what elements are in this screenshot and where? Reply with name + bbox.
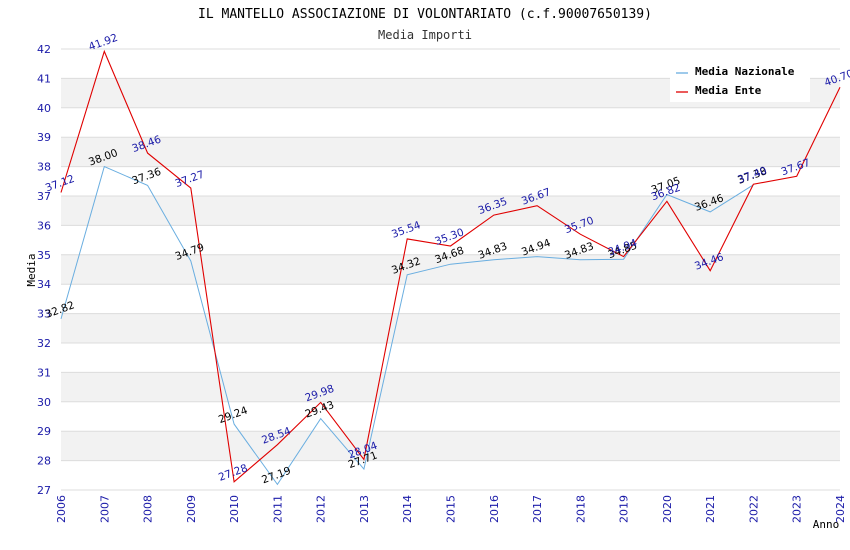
- data-label: 29.24: [217, 404, 250, 426]
- y-axis-ticks: 27 28 29 30 31 32 33 34 35 36 37 38 39 40 41 42: [37, 43, 51, 497]
- grid-band: [61, 431, 840, 461]
- chart-title: IL MANTELLO ASSOCIAZIONE DI VOLONTARIATO…: [198, 7, 652, 22]
- series-lines: [60, 49, 841, 486]
- x-tick-label: 2018: [574, 495, 587, 523]
- x-tick-label: 2024: [834, 495, 847, 523]
- legend: Media Nazionale Media Ente: [670, 60, 810, 102]
- grid-band: [61, 372, 840, 402]
- x-tick-label: 2010: [228, 495, 241, 523]
- y-tick-label: 35: [37, 249, 51, 262]
- chart-subtitle: Media Importi: [378, 28, 472, 42]
- legend-label-media-nazionale: Media Nazionale: [695, 65, 795, 78]
- x-tick-label: 2007: [98, 495, 111, 523]
- x-tick-label: 2020: [661, 495, 674, 523]
- x-tick-label: 2023: [791, 495, 804, 523]
- x-tick-label: 2014: [401, 495, 414, 523]
- x-tick-label: 2022: [747, 495, 760, 523]
- x-tick-label: 2016: [488, 495, 501, 523]
- x-tick-label: 2019: [618, 495, 631, 523]
- data-label: 37.36: [130, 166, 163, 188]
- y-tick-label: 28: [37, 455, 51, 468]
- y-tick-label: 42: [37, 43, 51, 56]
- x-axis-label: Anno: [813, 518, 840, 531]
- x-tick-label: 2006: [55, 495, 68, 523]
- x-tick-label: 2017: [531, 495, 544, 523]
- data-label: 41.92: [87, 32, 119, 54]
- y-tick-label: 39: [37, 131, 51, 144]
- series-line-media-ente: [60, 49, 841, 483]
- x-tick-label: 2012: [315, 495, 328, 523]
- y-tick-label: 41: [37, 72, 51, 85]
- grid-lines: [61, 48, 840, 491]
- y-tick-label: 32: [37, 337, 51, 350]
- y-tick-label: 31: [37, 366, 51, 379]
- y-tick-label: 38: [37, 161, 51, 174]
- x-tick-label: 2021: [704, 495, 717, 523]
- x-axis-ticks: 2006 2007 2008 2009 2010 2011 2012 2013 2014 2015…: [55, 495, 847, 523]
- y-tick-label: 29: [37, 425, 51, 438]
- x-tick-label: 2008: [142, 495, 155, 523]
- data-label: 27.28: [217, 462, 249, 484]
- legend-box: [670, 60, 810, 102]
- y-tick-label: 34: [37, 278, 51, 291]
- y-axis-label: Media: [25, 253, 38, 286]
- y-tick-label: 37: [37, 190, 51, 203]
- grid-bands: [61, 78, 840, 461]
- x-tick-label: 2011: [271, 495, 284, 523]
- y-tick-label: 36: [37, 219, 51, 232]
- x-tick-label: 2013: [358, 495, 371, 523]
- y-tick-label: 40: [37, 102, 51, 115]
- x-tick-label: 2015: [445, 495, 458, 523]
- data-label: 37.40: [736, 165, 768, 187]
- legend-label-media-ente: Media Ente: [695, 84, 762, 97]
- x-tick-label: 2009: [185, 495, 198, 523]
- y-tick-label: 33: [37, 308, 51, 321]
- data-label: 37.12: [44, 173, 76, 195]
- grid-band: [61, 254, 840, 285]
- grid-band: [61, 313, 840, 343]
- grid-band: [61, 137, 840, 167]
- grid-band: [61, 196, 840, 226]
- y-tick-label: 27: [37, 484, 51, 497]
- y-tick-label: 30: [37, 396, 51, 409]
